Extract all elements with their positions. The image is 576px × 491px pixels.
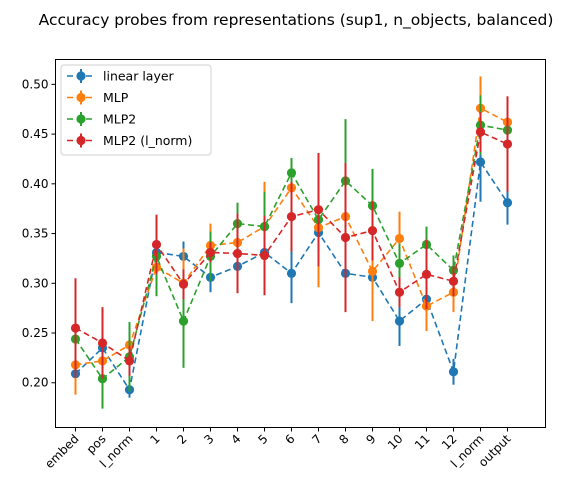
- data-point: [502, 198, 513, 208]
- legend-marker: [76, 135, 86, 146]
- x-tick-label: 4: [228, 432, 243, 447]
- x-tick-label: 6: [282, 432, 297, 447]
- x-tick-label: 9: [363, 432, 378, 447]
- legend-item: MLP: [67, 90, 129, 105]
- y-tick-label: 0.35: [22, 227, 49, 241]
- data-point: [394, 287, 405, 297]
- legend-marker: [76, 114, 86, 124]
- x-tick-label: embed: [42, 432, 81, 471]
- chart-title: Accuracy probes from representations (su…: [39, 11, 554, 30]
- data-point: [448, 367, 459, 377]
- data-point: [70, 323, 81, 333]
- legend-label: MLP2 (l_norm): [103, 133, 192, 148]
- y-tick-label: 0.20: [22, 376, 49, 390]
- x-tick-label: 10: [385, 432, 406, 453]
- legend-label: linear layer: [103, 69, 175, 84]
- data-point: [97, 338, 108, 348]
- data-point: [421, 269, 432, 279]
- data-point: [340, 232, 351, 243]
- legend-marker: [76, 92, 86, 103]
- series-3: [70, 96, 513, 379]
- x-tick-label: 12: [439, 432, 460, 453]
- data-point: [286, 212, 297, 222]
- data-point: [151, 239, 162, 250]
- x-tick-label: 8: [336, 432, 351, 447]
- data-point: [205, 247, 216, 258]
- x-tick-label: 1: [147, 432, 162, 447]
- y-tick-label: 0.30: [22, 276, 49, 290]
- legend-label: MLP: [103, 90, 129, 105]
- x-tick-label: 5: [255, 432, 270, 447]
- plot-frame: [55, 59, 546, 428]
- data-point: [124, 356, 135, 366]
- y-tick-label: 0.25: [22, 326, 49, 340]
- data-point: [313, 205, 324, 215]
- legend-label: MLP2: [103, 112, 136, 127]
- x-tick-label: 3: [201, 432, 216, 447]
- y-tick-label: 0.50: [22, 77, 49, 91]
- x-tick-label: 2: [174, 432, 189, 447]
- y-axis: 0.20 0.25 0.30 0.35 0.40 0.45 0.50: [22, 77, 56, 390]
- data-point: [232, 248, 243, 259]
- plot-area: [70, 76, 513, 409]
- data-point: [178, 279, 189, 289]
- data-point: [394, 233, 405, 244]
- legend-item: linear layer: [67, 69, 175, 84]
- legend-item: MLP2 (l_norm): [67, 133, 192, 148]
- data-point: [394, 316, 405, 326]
- data-point: [448, 276, 459, 286]
- legend-marker: [76, 71, 86, 81]
- legend: linear layer MLP MLP2 MLP2 (l_norm): [60, 64, 212, 156]
- data-point: [367, 266, 378, 276]
- x-tick-label: 7: [309, 432, 324, 447]
- data-point: [502, 139, 513, 149]
- y-tick-label: 0.45: [22, 127, 49, 141]
- data-point: [286, 168, 297, 178]
- legend-item: MLP2: [67, 112, 136, 127]
- data-point: [259, 250, 270, 261]
- data-point: [475, 127, 486, 137]
- data-point: [286, 268, 297, 278]
- data-point: [367, 225, 378, 236]
- y-tick-label: 0.40: [22, 177, 49, 191]
- legend-box: [60, 64, 212, 156]
- data-point: [475, 157, 486, 167]
- data-point: [394, 258, 405, 268]
- x-tick-label: 11: [412, 432, 433, 453]
- data-point: [178, 316, 189, 326]
